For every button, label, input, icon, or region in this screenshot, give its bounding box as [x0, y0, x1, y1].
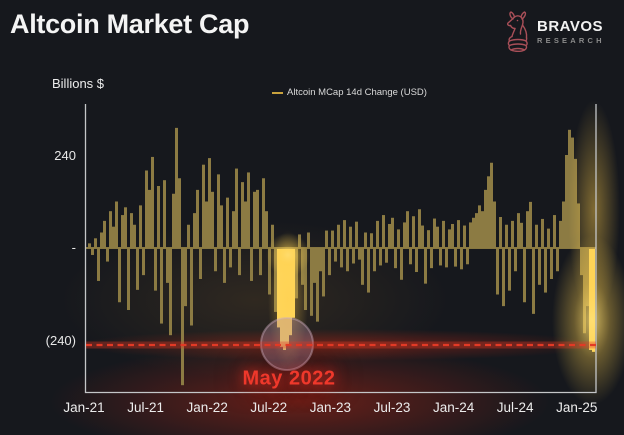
y-tick-neg240: (240) — [45, 333, 76, 348]
x-tick-label: Jan-21 — [63, 400, 105, 415]
y-tick-zero: - — [71, 240, 76, 255]
x-tick-label: Jan-25 — [556, 400, 598, 415]
y-tick-240: 240 — [54, 148, 76, 163]
x-tick-label: Jul-21 — [127, 400, 164, 415]
page-title: Altcoin Market Cap — [10, 9, 250, 39]
haze-red-bottom — [50, 344, 550, 435]
may-2022-beam-glow — [268, 230, 308, 370]
x-tick-label: Jan-24 — [432, 400, 475, 415]
axis-border — [84, 104, 597, 394]
x-tick-label: Jul-22 — [250, 400, 288, 415]
x-tick-label: Jan-22 — [186, 400, 228, 415]
chart-legend: Altcoin MCap 14d Change (USD) — [272, 87, 427, 98]
bull-icon — [506, 11, 528, 53]
y-axis-unit-label: Billions $ — [52, 76, 105, 91]
zero-baseline — [86, 247, 596, 249]
x-tick-label: Jul-24 — [496, 400, 534, 415]
brand-name: BRAVOS — [537, 18, 604, 36]
legend-marker — [272, 91, 283, 94]
x-tick-label: Jul-23 — [373, 400, 411, 415]
latest-bar-glow-upper — [568, 100, 620, 320]
annotation-may-2022: May 2022 — [242, 367, 336, 390]
brand-logo: BRAVOS RESEARCH — [503, 11, 605, 53]
brand-subtitle: RESEARCH — [537, 36, 605, 46]
legend-label: Altcoin MCap 14d Change (USD) — [287, 87, 427, 98]
x-tick-label: Jan-23 — [309, 400, 352, 415]
